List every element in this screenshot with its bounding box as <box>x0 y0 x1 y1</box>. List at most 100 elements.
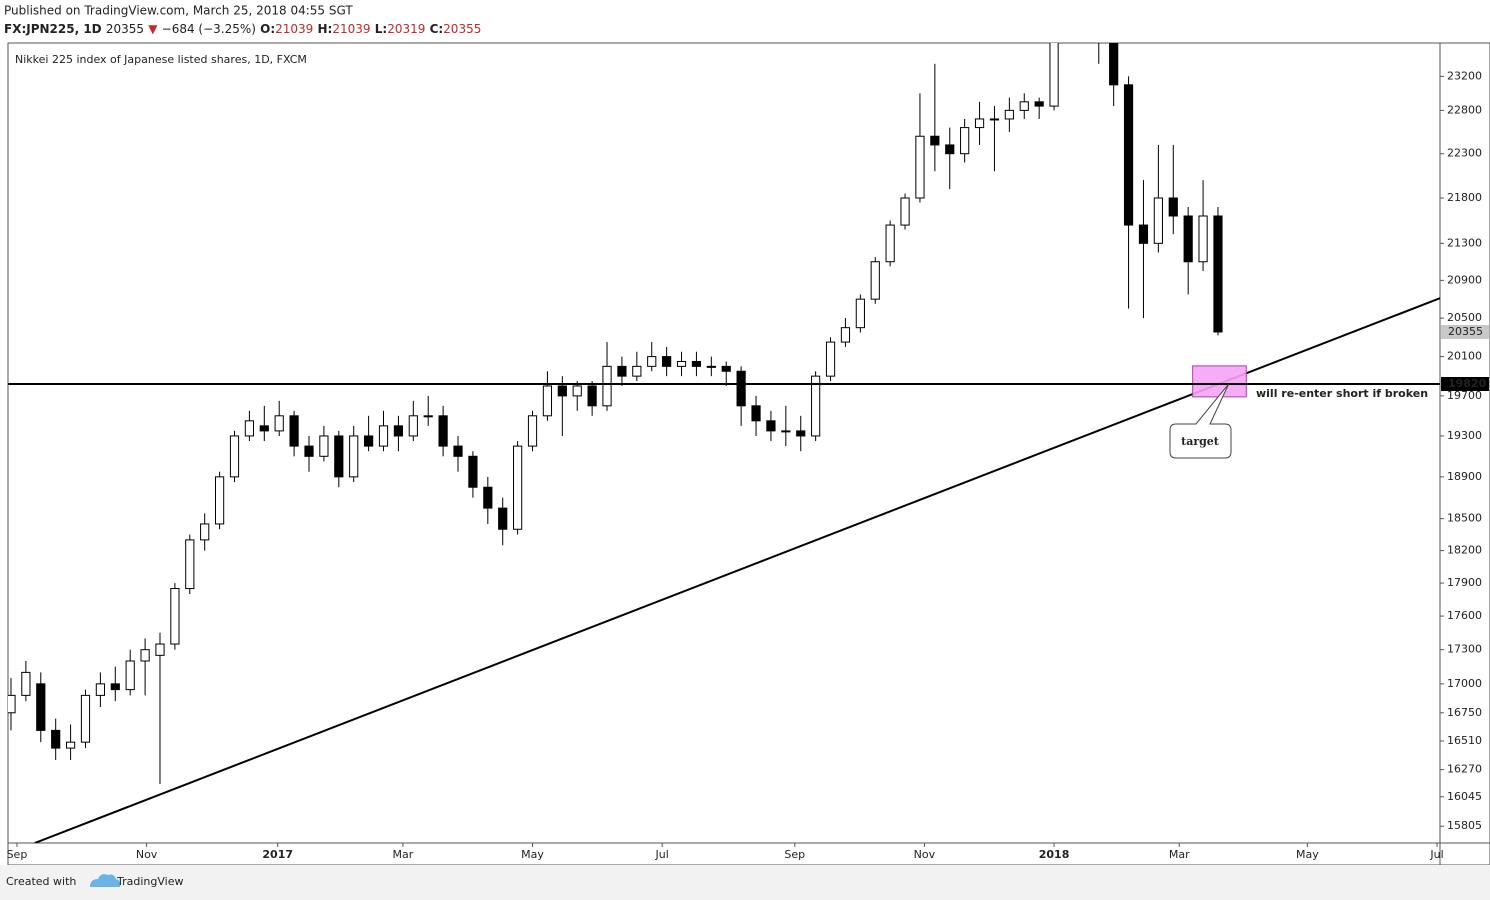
candle <box>423 395 433 426</box>
candle <box>21 660 31 702</box>
candle-body <box>527 415 538 447</box>
candle <box>527 410 538 452</box>
h-label: H: <box>318 22 333 36</box>
candle <box>349 425 359 483</box>
y-tick-label: 17000 <box>1447 677 1482 690</box>
candle-body <box>721 365 731 372</box>
candle <box>662 346 672 377</box>
y-tick-label: 16510 <box>1447 734 1482 747</box>
candle-body <box>51 729 61 749</box>
candle <box>766 410 776 442</box>
candle <box>721 361 731 386</box>
candle-body <box>453 445 463 457</box>
candle <box>364 415 374 452</box>
candle <box>542 371 553 421</box>
candle <box>930 63 940 172</box>
candle <box>796 415 806 452</box>
candle <box>1034 97 1044 119</box>
candle-body <box>140 649 150 662</box>
x-tick-label: May <box>1296 848 1319 861</box>
candle-body <box>960 127 970 155</box>
candle-body <box>1213 215 1223 333</box>
candle <box>155 632 165 785</box>
x-tick-label: Sep <box>7 848 28 861</box>
candle-body <box>438 415 448 447</box>
candle <box>1183 206 1193 295</box>
candle-body <box>200 523 210 541</box>
candle <box>647 342 657 372</box>
candle-body <box>855 298 865 329</box>
candle <box>453 435 463 472</box>
y-tick-label: 21300 <box>1447 236 1482 249</box>
y-tick-label: 17900 <box>1447 576 1482 589</box>
candle-body <box>319 435 329 457</box>
candle <box>468 451 478 498</box>
y-tick-label: 16270 <box>1447 763 1482 776</box>
candle <box>513 441 523 535</box>
candle-body <box>736 370 746 407</box>
candle-body <box>766 420 776 432</box>
candle-body <box>691 360 702 367</box>
o-label: O: <box>260 22 275 36</box>
y-tick-label: 22300 <box>1447 147 1482 160</box>
candle <box>438 405 448 457</box>
candle-body <box>676 360 687 367</box>
candle <box>706 356 716 377</box>
candle-body <box>587 385 597 407</box>
candle <box>572 381 582 411</box>
candle-body <box>393 425 404 437</box>
ticker-line: FX:JPN225, 1D 20355 ▼ −684 (−3.25%) O:21… <box>4 22 481 36</box>
candle-body <box>662 356 672 367</box>
candle-body <box>1198 215 1208 263</box>
x-tick-label: Mar <box>392 848 413 861</box>
h: 21039 <box>332 22 370 36</box>
candle <box>289 410 299 457</box>
candle <box>65 724 76 761</box>
candle-body <box>110 683 120 691</box>
candle <box>483 476 493 524</box>
candle-body <box>483 486 493 509</box>
callout <box>1169 383 1232 459</box>
candle-body <box>274 415 284 432</box>
y-tick-label: 18900 <box>1447 470 1482 483</box>
candle <box>781 405 791 447</box>
y-tick-label: 18500 <box>1447 512 1482 525</box>
candle <box>736 366 746 426</box>
candle <box>408 400 418 442</box>
y-tick-label: 20100 <box>1447 350 1482 363</box>
last-price-label: 20355 <box>1448 325 1483 338</box>
candle-body <box>751 405 761 422</box>
candle-body <box>8 694 16 714</box>
logo <box>90 874 121 887</box>
x-tick-label: Jul <box>655 848 669 861</box>
candle <box>185 534 195 595</box>
candle <box>110 666 120 702</box>
c-label: C: <box>430 22 444 36</box>
candle <box>95 672 105 707</box>
candle <box>1123 76 1134 309</box>
chart-title: Nikkei 225 index of Japanese listed shar… <box>15 53 307 66</box>
target-box <box>1192 365 1247 398</box>
candle <box>125 649 135 696</box>
candle <box>498 497 508 546</box>
candle <box>274 400 284 436</box>
candle <box>36 672 46 743</box>
candle-body <box>557 385 567 397</box>
candle <box>51 718 61 761</box>
candle <box>1019 93 1029 119</box>
candle-body <box>65 741 76 749</box>
candle-body <box>870 261 880 300</box>
candle <box>80 689 91 749</box>
candle <box>1098 43 1100 64</box>
candle <box>1049 43 1059 111</box>
candle-body <box>259 425 269 432</box>
candle-body <box>80 694 91 743</box>
candle-body <box>706 365 716 368</box>
callout-text: target <box>1181 435 1220 448</box>
change: −684 (−3.25%) <box>162 22 256 36</box>
footer-brand[interactable]: TradingView <box>116 875 183 888</box>
candle-body <box>572 385 582 397</box>
candle-body <box>304 445 314 457</box>
candle-body <box>408 415 418 437</box>
